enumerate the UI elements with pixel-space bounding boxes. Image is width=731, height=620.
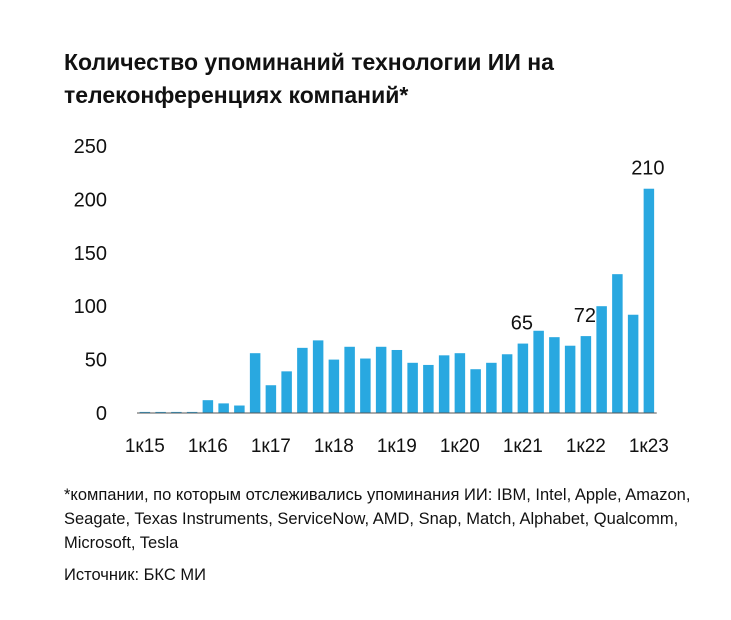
y-tick-label: 200 — [74, 189, 107, 211]
bar-1к21 — [517, 343, 529, 413]
bar-2к20 — [470, 369, 481, 413]
x-tick-label: 1к23 — [629, 436, 669, 457]
bar-3к16 — [234, 405, 245, 413]
bar-4к15 — [186, 411, 198, 413]
bar-2к15 — [155, 411, 166, 413]
bar-4к20 — [501, 354, 513, 413]
bar-3к17 — [297, 347, 308, 413]
y-axis: 0 50 100 150 200 250 — [74, 136, 107, 425]
y-tick-label: 100 — [74, 296, 107, 318]
bar-4к17 — [312, 340, 324, 413]
x-tick-label: 1к16 — [188, 436, 228, 457]
bar-1к20 — [454, 353, 466, 413]
bar-1к18 — [328, 359, 340, 413]
bar-4к21 — [564, 345, 576, 413]
y-tick-label: 250 — [74, 136, 107, 158]
source-note: Источник: БКС МИ — [64, 566, 206, 584]
bar-1к17 — [265, 385, 277, 413]
bar-1к22 — [580, 336, 592, 413]
bar-2к21 — [533, 330, 544, 413]
bar-2к22 — [596, 306, 607, 413]
y-tick-label: 0 — [96, 403, 107, 425]
bar-2к16 — [218, 403, 229, 413]
bar-3к22 — [612, 274, 623, 413]
data-labels: 65 72 210 — [511, 158, 665, 335]
x-tick-label: 1к20 — [440, 436, 480, 457]
x-tick-label: 1к18 — [314, 436, 354, 457]
chart-title: Количество упоминаний технологии ИИ на т… — [64, 49, 554, 108]
y-tick-label: 150 — [74, 243, 107, 265]
x-tick-label: 1к15 — [125, 436, 165, 457]
bar-4к18 — [375, 346, 387, 413]
bar-3к21 — [549, 337, 560, 413]
bar-4к22 — [627, 314, 639, 413]
y-tick-label: 50 — [85, 350, 107, 372]
x-axis: 1к15 1к16 1к17 1к18 1к19 1к20 1к21 1к22 1к23 — [125, 436, 669, 457]
bar-2к18 — [344, 346, 355, 413]
bar-1к23 — [643, 188, 655, 413]
bar-4к16 — [249, 353, 261, 413]
bar-3к18 — [360, 358, 371, 413]
bar-4к19 — [438, 355, 450, 413]
data-label: 72 — [574, 305, 596, 327]
data-label: 210 — [631, 158, 664, 180]
bar-2к19 — [407, 362, 418, 413]
bar-series — [139, 188, 655, 413]
bar-3к19 — [423, 364, 434, 413]
bar-2к17 — [281, 371, 292, 413]
bar-3к20 — [486, 362, 497, 413]
bar-1к16 — [202, 400, 214, 413]
data-label: 65 — [511, 313, 533, 335]
x-tick-label: 1к22 — [566, 436, 606, 457]
footnote: *компании, по которым отслеживались упом… — [64, 486, 691, 552]
x-tick-label: 1к17 — [251, 436, 291, 457]
x-tick-label: 1к21 — [503, 436, 543, 457]
bar-chart: 0 50 100 150 200 250 1к15 1к16 1к17 1к18 1к19 1к20… — [74, 136, 669, 457]
bar-1к15 — [139, 411, 151, 413]
x-tick-label: 1к19 — [377, 436, 417, 457]
bar-3к15 — [171, 411, 182, 413]
bar-1к19 — [391, 349, 403, 413]
